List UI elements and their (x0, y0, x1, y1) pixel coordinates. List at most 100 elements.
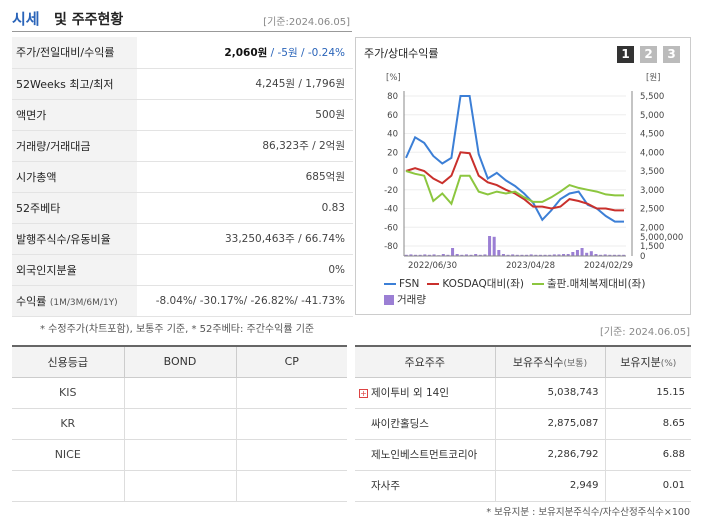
volume-bar (409, 254, 413, 256)
volume-bar (562, 254, 566, 256)
volume-axis-zero: 0 (640, 252, 645, 262)
table-row: KIS (12, 377, 347, 409)
volume-bar (501, 254, 505, 256)
reference-date: [기준:2024.06.05] (263, 17, 350, 28)
summary-row: 외국인지분율 0% (12, 254, 353, 286)
section-title-rest: 및 주주현황 (54, 12, 124, 28)
chart-title: 주가/상대수익률 (364, 47, 439, 60)
volume-bar (506, 254, 510, 256)
volume-bar (432, 254, 436, 256)
volume-bar (515, 254, 519, 256)
section-title-main: 시세 (12, 10, 40, 28)
price-change: / -5원 / -0.24% (267, 46, 345, 59)
volume-bar (423, 254, 427, 256)
summary-row: 발행주식수/유동비율 33,250,463주 / 66.74% (12, 223, 353, 255)
summary-value: 685억원 (137, 161, 353, 193)
summary-label: 시가총액 (12, 161, 137, 193)
credit-agency (12, 470, 124, 502)
right-tick-label: 1,500 (640, 242, 664, 252)
holders-header: 보유지분(%) (604, 346, 691, 378)
summary-row: 52주베타 0.83 (12, 192, 353, 224)
summary-table: 주가/전일대비/수익률 2,060원 / -5원 / -0.24% 52Week… (12, 37, 353, 317)
volume-bar (599, 254, 603, 256)
credit-bond (123, 408, 236, 440)
legend-sector: 출판.매체복제대비(좌) (531, 278, 645, 290)
holder-pct: 6.88 (604, 439, 691, 471)
volume-bar (441, 254, 445, 256)
volume-axis-label: 5,000,000 (640, 233, 683, 243)
right-tick-label: 4,000 (640, 148, 664, 158)
volume-bar (538, 254, 542, 256)
series-line-kosdaq (405, 151, 624, 212)
left-axis-unit: [%] (386, 73, 401, 83)
price-value: 2,060원 (224, 46, 268, 59)
credit-bond (123, 377, 236, 409)
summary-note: * 수정주가(차트포함), 보통주 기준, * 52주베타: 주간수익률 기준 (40, 324, 315, 335)
credit-header-row: 신용등급 BOND CP (12, 346, 347, 378)
credit-header: BOND (123, 346, 236, 378)
chart-tab-1[interactable]: 1 (617, 46, 634, 63)
summary-label: 52주베타 (12, 192, 137, 224)
volume-bar (414, 254, 418, 256)
legend-fsn-label: FSN (399, 278, 420, 290)
holder-shares: 2,875,087 (494, 408, 605, 440)
summary-row: 거래량/거래대금 86,323주 / 2억원 (12, 130, 353, 162)
left-tick-label: -60 (384, 223, 398, 233)
volume-bar (594, 254, 598, 256)
holder-pct: 0.01 (604, 470, 691, 502)
holder-shares: 2,949 (494, 470, 605, 502)
legend-volume-swatch (384, 295, 394, 305)
chart-tab-2[interactable]: 2 (640, 46, 657, 63)
volume-bar (543, 254, 547, 256)
credit-cp (235, 470, 347, 502)
holder-name: 자사주 (355, 470, 495, 502)
left-tick-label: 60 (387, 111, 398, 121)
table-row: KR (12, 408, 347, 440)
chart-legend-volume: 거래량 (384, 292, 434, 307)
volume-bar (571, 252, 575, 256)
volume-bar (534, 254, 538, 256)
summary-value: 0% (137, 254, 353, 286)
table-row (12, 470, 347, 502)
legend-kosdaq-swatch (427, 283, 440, 285)
legend-fsn-swatch (384, 283, 396, 285)
table-row: 싸이칸홀딩스 2,875,087 8.65 (355, 408, 691, 440)
legend-volume-label: 거래량 (397, 294, 426, 306)
right-tick-label: 2,500 (640, 205, 664, 215)
volume-bar (469, 254, 473, 256)
volume-bar (446, 254, 450, 256)
table-row: + 제이투비 외 14인 5,038,743 15.15 (355, 377, 691, 409)
holder-pct: 8.65 (604, 408, 691, 440)
volume-bar (460, 254, 464, 256)
volume-bar (483, 254, 487, 256)
volume-bar (451, 248, 455, 256)
shareholders-table: 주요주주 보유주식수(보통) 보유지분(%) + 제이투비 외 14인 5,038… (355, 345, 691, 502)
summary-value: 2,060원 / -5원 / -0.24% (137, 37, 353, 69)
volume-bar (525, 254, 529, 256)
holder-name: 제노인베스트먼트코리아 (355, 439, 495, 471)
volume-bar (464, 254, 468, 256)
credit-bond (123, 439, 236, 471)
holders-header-pct: 보유지분 (620, 355, 661, 369)
volume-bar (478, 254, 482, 256)
legend-volume: 거래량 (384, 294, 426, 306)
returns-value: -8.04%/ -30.17%/ -26.82%/ -41.73% (137, 285, 353, 317)
volume-bar (455, 254, 459, 256)
holder-shares: 2,286,792 (494, 439, 605, 471)
summary-value: 0.83 (137, 192, 353, 224)
volume-bar (608, 254, 612, 256)
summary-value: 500원 (137, 99, 353, 131)
volume-bar (612, 254, 616, 256)
volume-bar (497, 250, 501, 256)
holder-shares: 5,038,743 (494, 377, 605, 409)
summary-row: 52Weeks 최고/최저 4,245원 / 1,796원 (12, 68, 353, 100)
series-line-sector (405, 170, 624, 206)
volume-bar (404, 254, 408, 256)
volume-bar (552, 254, 556, 256)
expand-icon[interactable]: + (359, 388, 368, 398)
volume-bar (520, 254, 524, 256)
summary-row: 액면가 500원 (12, 99, 353, 131)
chart-tab-3[interactable]: 3 (663, 46, 680, 63)
